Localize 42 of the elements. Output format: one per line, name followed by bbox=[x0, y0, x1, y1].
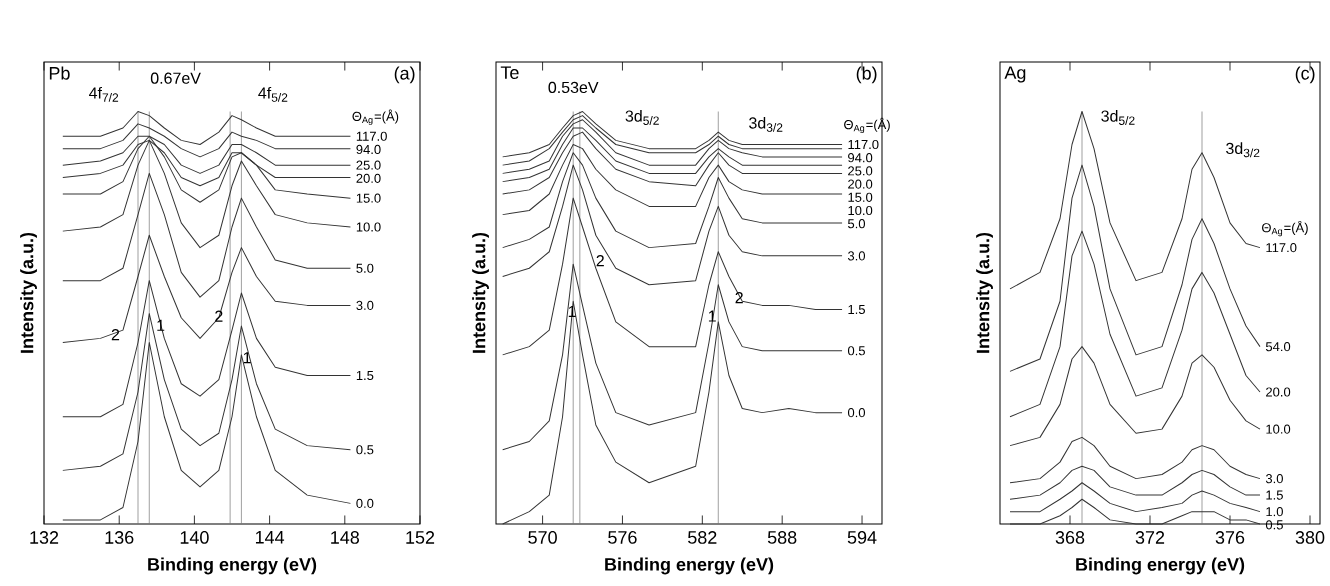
annotation: 1 bbox=[157, 319, 165, 331]
chart-title: Te bbox=[500, 66, 519, 79]
annotation: 2 bbox=[215, 310, 223, 322]
text: 0.67eV bbox=[150, 72, 201, 84]
annotation: 3d$_{3/2}$ bbox=[749, 116, 783, 132]
x-tick-label: 376 bbox=[1215, 531, 1245, 544]
y-axis-title: Intensity (a.u.) bbox=[20, 232, 37, 353]
chart-title: Ag bbox=[1004, 66, 1026, 83]
text: 4f$_{5/2}$ bbox=[258, 86, 288, 102]
x-tick-label: 372 bbox=[1135, 531, 1165, 544]
x-tick-label: 132 bbox=[30, 531, 59, 544]
chart-subtitle: (c) bbox=[1295, 66, 1315, 84]
chart-subtitle: (b) bbox=[856, 66, 877, 84]
annotation: 3d$_{5/2}$ bbox=[625, 109, 659, 125]
y-axis-title: Intensity (a.u.) bbox=[472, 232, 489, 353]
annotation: 3d$_{3/2}$ bbox=[1226, 142, 1260, 158]
x-tick-label: 140 bbox=[180, 531, 209, 544]
chart-subtitle: (a) bbox=[394, 66, 415, 84]
x-tick-label: 582 bbox=[688, 531, 717, 544]
text: 4f$_{7/2}$ bbox=[89, 86, 119, 102]
x-axis-title: Binding energy (eV) bbox=[1076, 557, 1245, 575]
y-axis-title: Intensity (a.u.) bbox=[976, 232, 993, 353]
x-tick-label: 380 bbox=[1295, 531, 1325, 544]
x-axis-title: Binding energy (eV) bbox=[148, 557, 317, 575]
annotation: 2 bbox=[596, 255, 604, 267]
x-tick-label: 136 bbox=[105, 531, 134, 544]
annotation: 1 bbox=[568, 305, 576, 317]
annotation: 1 bbox=[243, 352, 251, 364]
text: 0.53eV bbox=[548, 81, 599, 94]
x-tick-label: 576 bbox=[608, 531, 637, 544]
x-tick-label: 594 bbox=[847, 531, 877, 544]
annotation: 2 bbox=[111, 329, 120, 341]
x-tick-label: 148 bbox=[331, 531, 360, 544]
x-tick-label: 570 bbox=[528, 531, 557, 544]
annotation: 3d$_{5/2}$ bbox=[1101, 109, 1135, 125]
x-tick-label: 588 bbox=[767, 531, 797, 544]
chart-title: Pb bbox=[49, 66, 70, 80]
x-tick-label: 144 bbox=[255, 531, 285, 544]
x-tick-label: 152 bbox=[406, 531, 435, 544]
x-tick-label: 368 bbox=[1055, 531, 1085, 544]
x-axis-title: Binding energy (eV) bbox=[605, 557, 774, 575]
annotation: 1 bbox=[708, 310, 716, 322]
